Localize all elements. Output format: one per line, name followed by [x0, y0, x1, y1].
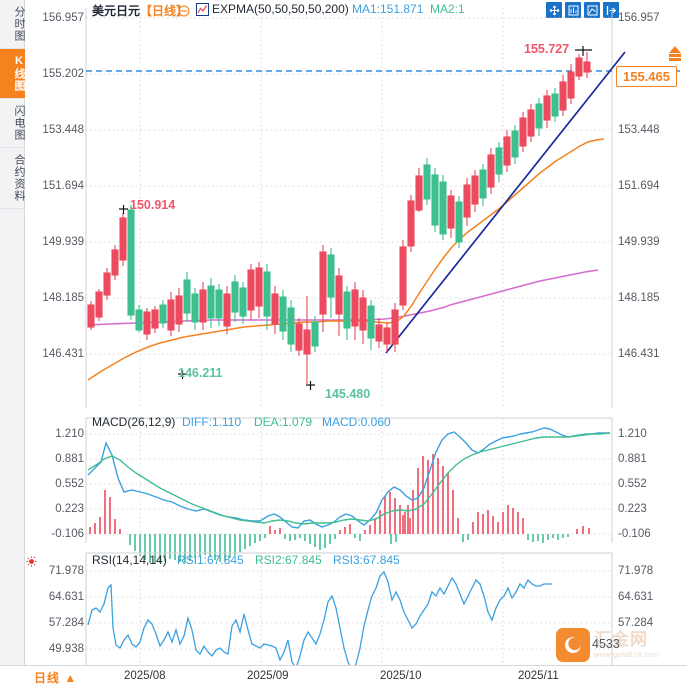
rsi-grid: [85, 552, 613, 665]
watermark-name: 汇金网: [594, 630, 648, 650]
price-tick-left-3: 151.694: [42, 180, 84, 192]
candlestick-series: [87, 52, 591, 384]
price-tick-left-5: 148.185: [42, 292, 84, 304]
sidebar-item-intraday[interactable]: 分时图: [0, 0, 25, 49]
indicator-name[interactable]: EXPMA(50,50,50,50,200): [212, 2, 349, 16]
macd-tick-left-4: -0.106: [51, 528, 84, 540]
macd-tick-right-3: 0.223: [618, 503, 647, 515]
macd-dea-line: [87, 432, 611, 525]
rsi-tick-right-1: 64.631: [618, 591, 654, 603]
watermark: 汇金网 www.gold678.com: [556, 628, 659, 662]
rsi-settings-icon[interactable]: [26, 556, 37, 567]
price-tick-left-6: 146.431: [42, 348, 84, 360]
rsi1-value: RSI1:67.845: [177, 553, 244, 567]
price-tick-left-0: 156.957: [42, 12, 84, 24]
macd-tick-right-4: -0.106: [618, 528, 651, 540]
sidebar-item-contract-info[interactable]: 合约资料: [0, 148, 25, 209]
sidebar-item-kline[interactable]: K线图: [0, 49, 25, 99]
annotation-swing-low-left: 146.211: [178, 366, 223, 380]
chart-fit-icon[interactable]: [584, 2, 600, 18]
price-tick-right-3: 151.694: [618, 180, 660, 192]
chart-header: 美元日元【日线】: [92, 2, 188, 19]
collapse-circle-icon[interactable]: [178, 5, 190, 17]
date-tick-3: 2025/11: [518, 670, 559, 682]
macd-macd-value: MACD:0.060: [322, 415, 391, 429]
macd-tick-left-0: 1.210: [55, 428, 84, 440]
rsi3-value: RSI3:67.845: [333, 553, 400, 567]
watermark-overlay-number: 4533: [592, 637, 620, 651]
rsi-tick-right-0: 71.978: [618, 565, 654, 577]
date-tick-0: 2025/08: [124, 670, 166, 682]
macd-tick-right-1: 0.881: [618, 453, 647, 465]
price-tick-left-2: 153.448: [42, 124, 84, 136]
period-label: 【日线】: [140, 4, 189, 18]
macd-indicator-title[interactable]: MACD(26,12,9): [92, 415, 176, 429]
left-view-rail: 分时图 K线图 闪电图 合约资料: [0, 0, 25, 665]
macd-tick-right-2: 0.552: [618, 478, 647, 490]
price-tick-left-4: 149.939: [42, 236, 84, 248]
panel-expand-icon[interactable]: [603, 2, 619, 18]
chart-toolbar: [546, 2, 619, 18]
ma1-value: MA1:151.871: [352, 2, 424, 16]
price-tick-left-1: 155.202: [42, 68, 84, 80]
date-tick-2: 2025/10: [380, 670, 422, 682]
rsi2-value: RSI2:67.845: [255, 553, 322, 567]
macd-tick-left-3: 0.223: [55, 503, 84, 515]
macd-dea-value: DEA:1.079: [254, 415, 313, 429]
macd-histogram: [89, 454, 590, 564]
indicator-chart-icon[interactable]: [196, 3, 209, 16]
macd-tick-right-0: 1.210: [618, 428, 647, 440]
date-tick-1: 2025/09: [247, 670, 289, 682]
rsi-tick-left-2: 57.284: [48, 617, 84, 629]
symbol-label: 美元日元: [92, 4, 141, 18]
uptrend-support-line: [385, 51, 626, 354]
macd-diff-line: [87, 427, 610, 529]
macd-diff-value: DIFF:1.110: [182, 415, 242, 429]
period-toggle[interactable]: 日线 ▲: [34, 671, 78, 685]
macd-grid: [85, 417, 613, 543]
rsi-indicator-title[interactable]: RSI(14,14,14): [92, 553, 167, 567]
annotation-swing-high-left: 150.914: [130, 198, 176, 212]
macd-tick-left-1: 0.881: [55, 453, 84, 465]
ma2-value: MA2:1: [430, 2, 465, 16]
date-axis: 日线 ▲ 2025/08 2025/09 2025/10 2025/11: [0, 665, 687, 688]
annotation-swing-high-right: 155.727: [524, 42, 570, 56]
annotation-swing-low-mid: 145.480: [325, 387, 371, 401]
last-price-arrow-icon: [669, 46, 681, 61]
price-tick-right-6: 146.431: [618, 348, 660, 360]
rsi-tick-left-3: 49.938: [48, 643, 84, 655]
brand-logo-icon: [556, 628, 590, 662]
rsi-tick-right-2: 57.284: [618, 617, 654, 629]
extreme-markers: [119, 46, 592, 390]
price-tick-right-0: 156.957: [618, 12, 660, 24]
price-tick-right-2: 153.448: [618, 124, 660, 136]
macd-tick-left-2: 0.552: [55, 478, 84, 490]
rsi-line: [87, 570, 552, 672]
rsi-tick-left-1: 64.631: [48, 591, 84, 603]
watermark-url: www.gold678.com: [594, 650, 660, 660]
price-tick-right-5: 148.185: [618, 292, 660, 304]
last-price-tag[interactable]: 155.465: [616, 66, 677, 87]
price-tick-right-4: 149.939: [618, 236, 660, 248]
sidebar-item-lightning[interactable]: 闪电图: [0, 99, 25, 148]
rsi-tick-left-0: 71.978: [48, 565, 84, 577]
